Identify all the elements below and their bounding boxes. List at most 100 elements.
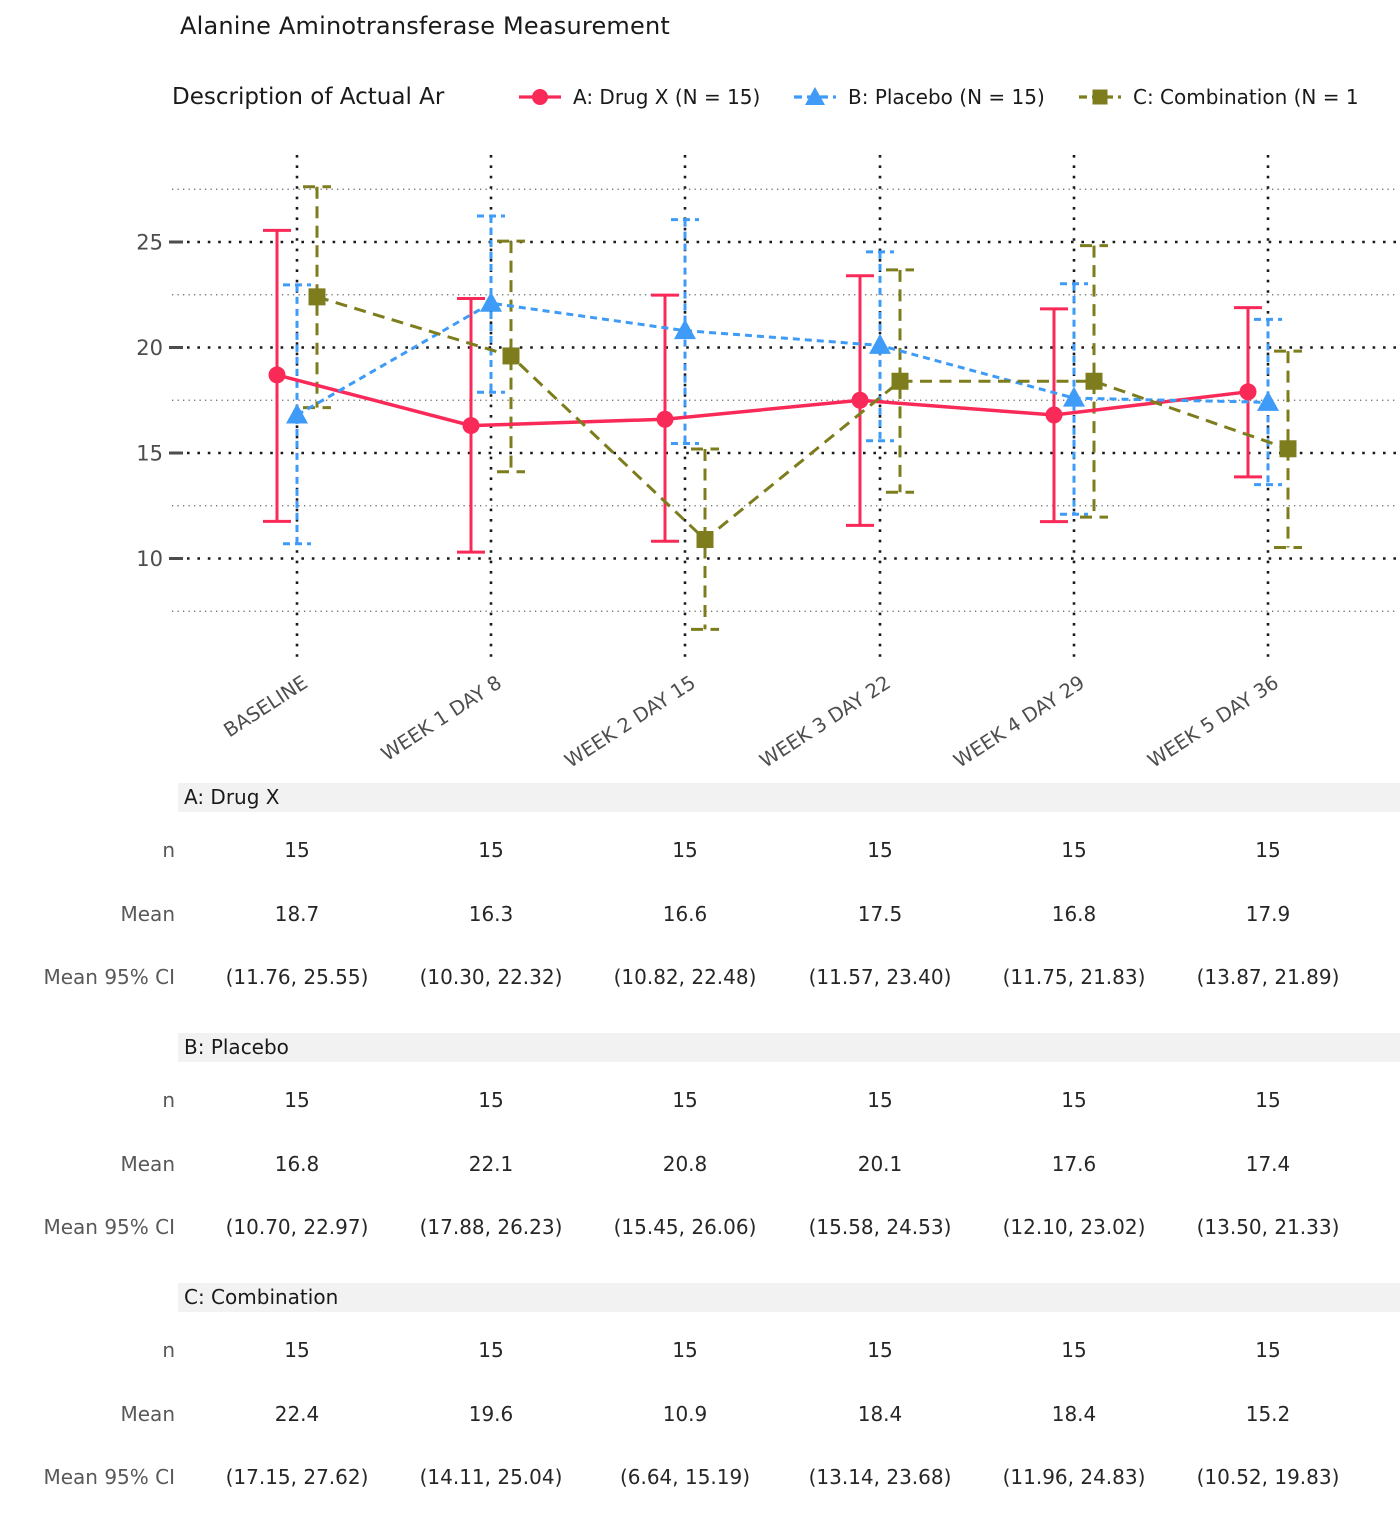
- square-icon: [1092, 89, 1108, 105]
- table-cell: (15.45, 26.06): [613, 1215, 757, 1239]
- table-cell: (13.14, 23.68): [808, 1465, 952, 1489]
- table-cell: 15: [1061, 838, 1087, 862]
- table-cell: (11.76, 25.55): [225, 965, 369, 989]
- table-cell: 15: [672, 1088, 698, 1112]
- table-cell: 19.6: [468, 1402, 514, 1426]
- table-cell: (10.30, 22.32): [419, 965, 563, 989]
- table-cell: 16.3: [468, 902, 514, 926]
- table-cell: (14.11, 25.04): [419, 1465, 563, 1489]
- table-row-label: Mean 95% CI: [43, 1465, 175, 1489]
- table-row-label: Mean 95% CI: [43, 1215, 175, 1239]
- table-cell: 15.2: [1245, 1402, 1291, 1426]
- table-cell: 15: [867, 838, 893, 862]
- table-cell: 18.7: [274, 902, 320, 926]
- table-cell: 15: [1061, 1338, 1087, 1362]
- triangle-marker: [869, 333, 891, 354]
- square-marker: [1279, 440, 1297, 458]
- errorbars-A: Drug X: [263, 228, 1262, 554]
- table-cell: 22.4: [274, 1402, 320, 1426]
- table-cell: 15: [478, 1338, 504, 1362]
- table-cell: 20.1: [857, 1152, 903, 1176]
- y-axis-label: 10: [136, 547, 163, 571]
- table-cell: 15: [867, 1338, 893, 1362]
- x-axis-label: WEEK 5 DAY 36: [1144, 671, 1283, 772]
- table-cell: (12.10, 23.02): [1002, 1215, 1146, 1239]
- table-cell: 18.4: [1051, 1402, 1097, 1426]
- table-cell: 17.9: [1245, 902, 1291, 926]
- table-section-header: B: Placebo: [178, 1033, 1400, 1062]
- circle-marker: [656, 410, 674, 428]
- chart-subtitle: Description of Actual Ar: [172, 84, 445, 110]
- table-cell: 15: [1255, 1088, 1281, 1112]
- series-line: [276, 373, 1249, 428]
- legend-label: B: Placebo (N = 15): [848, 85, 1045, 109]
- table-row-label: n: [162, 1338, 175, 1362]
- legend-label: C: Combination (N = 1: [1133, 85, 1359, 109]
- table-cell: 10.9: [662, 1402, 708, 1426]
- table-cell: 17.4: [1245, 1152, 1291, 1176]
- section-header-label: C: Combination: [184, 1285, 339, 1309]
- table-row-label: Mean 95% CI: [43, 965, 175, 989]
- table-cell: 15: [1061, 1088, 1087, 1112]
- y-axis-label: 20: [136, 336, 163, 360]
- table-cell: 20.8: [662, 1152, 708, 1176]
- table-cell: 22.1: [468, 1152, 514, 1176]
- table-row-label: Mean: [120, 902, 176, 926]
- major-gridlines: 10 15 20 25: [136, 231, 1396, 571]
- x-axis-label: WEEK 1 DAY 8: [377, 671, 506, 766]
- table-cell: (17.15, 27.62): [225, 1465, 369, 1489]
- circle-marker: [1045, 406, 1063, 424]
- table-cell: 15: [1255, 838, 1281, 862]
- table-cell: 15: [284, 1088, 310, 1112]
- table-cell: 16.8: [274, 1152, 320, 1176]
- x-axis: BASELINE WEEK 1 DAY 8 WEEK 2 DAY 15 WEEK 3 …: [220, 155, 1283, 772]
- table-cell: 16.6: [662, 902, 708, 926]
- legend-marker-circle-icon: [518, 84, 562, 110]
- series-B: Placebo: [286, 291, 1279, 424]
- square-marker: [1085, 372, 1103, 390]
- legend-item-drug-x: A: Drug X (N = 15): [518, 83, 760, 111]
- table-cell: (6.64, 15.19): [619, 1465, 751, 1489]
- line-chart: 10 15 20 25 BASELINE WEEK 1 DAY 8 WEEK 2 DAY 1…: [136, 155, 1396, 772]
- circle-marker: [851, 391, 869, 409]
- triangle-marker: [674, 319, 696, 340]
- legend-item-combination: C: Combination (N = 1: [1078, 83, 1359, 111]
- triangle-marker: [1063, 386, 1085, 407]
- table-cell: (17.88, 26.23): [419, 1215, 563, 1239]
- table-cell: 15: [284, 1338, 310, 1362]
- table-section-header: C: Combination: [178, 1283, 1400, 1312]
- square-marker: [502, 347, 520, 365]
- table-cell: 15: [867, 1088, 893, 1112]
- x-axis-label: WEEK 3 DAY 22: [756, 671, 895, 772]
- table-cell: 15: [478, 838, 504, 862]
- square-marker: [891, 372, 909, 390]
- circle-marker: [1239, 383, 1257, 401]
- square-marker: [308, 288, 326, 306]
- y-axis-label: 25: [136, 231, 163, 255]
- table-cell: (15.58, 24.53): [808, 1215, 952, 1239]
- table-cell: 15: [672, 838, 698, 862]
- table-cell: 16.8: [1051, 902, 1097, 926]
- errorbars-B: Placebo: [283, 214, 1282, 546]
- table-cell: 17.6: [1051, 1152, 1097, 1176]
- triangle-marker: [480, 291, 502, 312]
- x-axis-label: BASELINE: [220, 671, 312, 742]
- legend-marker-square-icon: [1078, 84, 1122, 110]
- table-cell: 15: [1255, 1338, 1281, 1362]
- table-cell: (11.96, 24.83): [1002, 1465, 1146, 1489]
- table-row-label: n: [162, 838, 175, 862]
- table-row-label: n: [162, 1088, 175, 1112]
- errorbars-C: Combination: [303, 185, 1302, 631]
- legend-label: A: Drug X (N = 15): [573, 85, 761, 109]
- circle-marker: [462, 417, 480, 435]
- table-cell: (10.52, 19.83): [1196, 1465, 1340, 1489]
- section-header-label: A: Drug X: [184, 785, 280, 809]
- series-line: [316, 295, 1289, 542]
- triangle-marker: [286, 403, 308, 424]
- table-cell: (10.82, 22.48): [613, 965, 757, 989]
- circle-marker: [268, 366, 286, 384]
- table-row-label: Mean: [120, 1152, 176, 1176]
- y-axis-label: 15: [136, 442, 163, 466]
- triangle-marker: [1257, 390, 1279, 411]
